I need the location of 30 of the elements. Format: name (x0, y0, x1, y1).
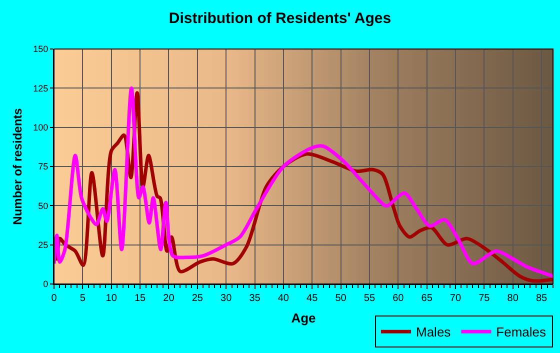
x-tick-label: 5 (80, 293, 86, 304)
x-tick-label: 35 (249, 293, 261, 304)
y-axis-title: Number of residents (10, 108, 24, 225)
y-tick-label: 75 (38, 162, 48, 172)
y-tick-label: 100 (33, 122, 48, 132)
legend-label: Males (416, 324, 452, 340)
x-axis-title: Age (291, 310, 316, 326)
y-tick-label: 150 (33, 44, 48, 54)
chart-title: Distribution of Residents' Ages (168, 10, 392, 27)
x-tick-label: 55 (364, 293, 376, 304)
y-tick-label: 50 (38, 200, 48, 211)
x-tick-label: 15 (134, 293, 146, 304)
y-tick-label: 25 (38, 240, 48, 250)
x-tick-label: 65 (421, 293, 433, 304)
x-tick-label: 30 (220, 293, 232, 304)
x-tick-label: 20 (163, 293, 175, 304)
y-tick-label: 0 (43, 279, 48, 290)
x-tick-label: 60 (392, 293, 404, 304)
x-tick-label: 40 (278, 293, 290, 304)
x-tick-label: 25 (192, 293, 204, 304)
x-tick-label: 0 (51, 293, 58, 304)
x-tick-label: 80 (507, 293, 519, 304)
x-tick-label: 50 (335, 293, 347, 304)
x-tick-label: 70 (450, 293, 462, 304)
x-tick-label: 45 (306, 293, 318, 304)
x-tick-label: 75 (478, 293, 490, 304)
legend-label: Females (496, 324, 547, 340)
x-tick-label: 85 (536, 293, 548, 304)
y-tick-label: 125 (33, 83, 48, 94)
x-tick-label: 10 (106, 293, 118, 304)
